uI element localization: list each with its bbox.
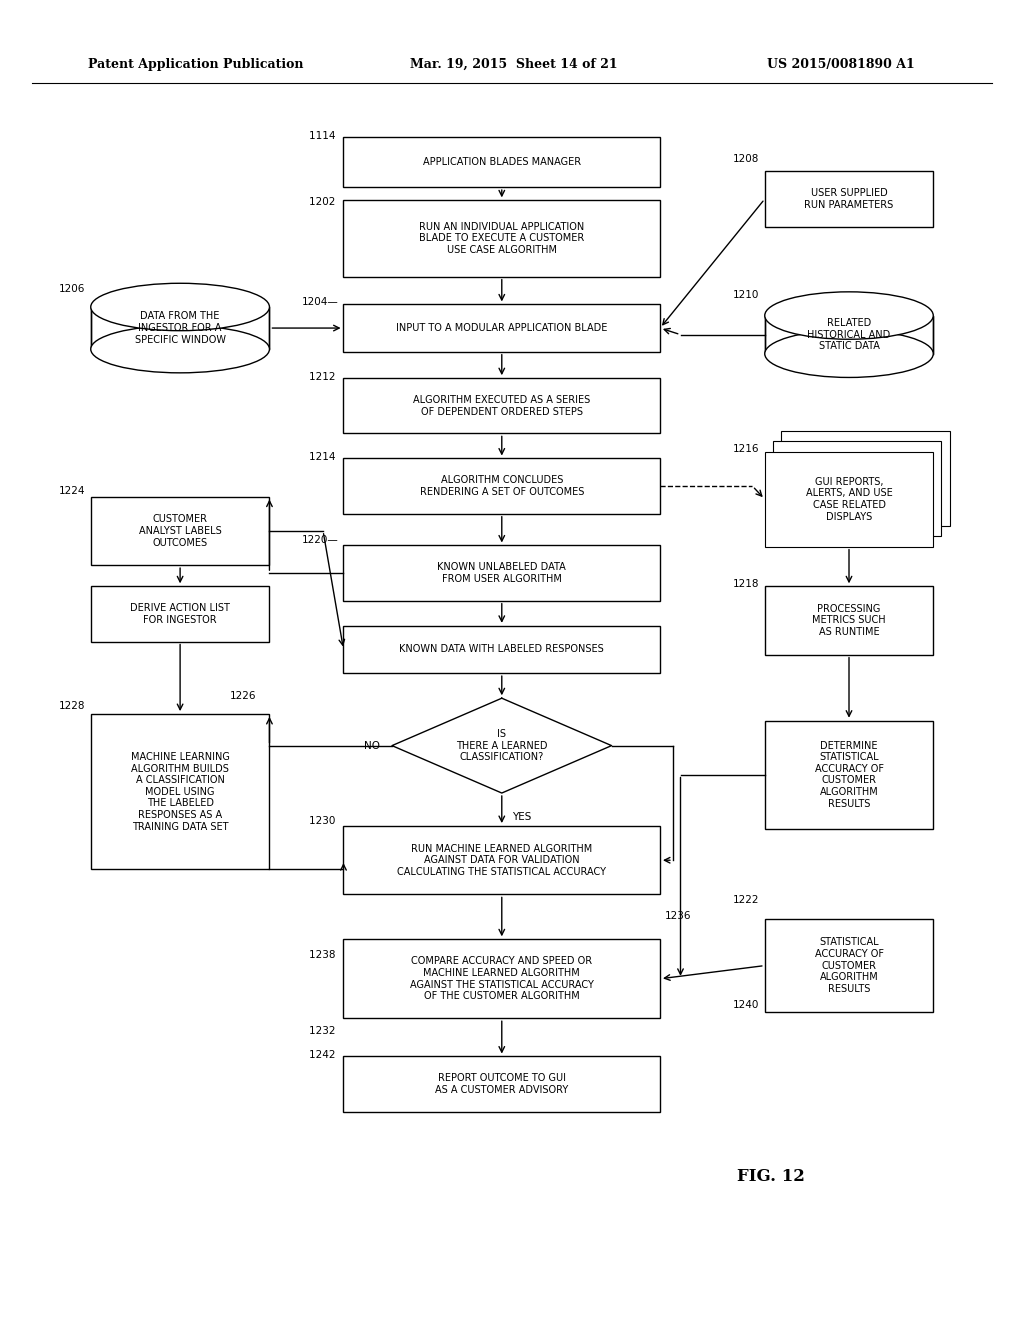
Text: RUN MACHINE LEARNED ALGORITHM
AGAINST DATA FOR VALIDATION
CALCULATING THE STATIS: RUN MACHINE LEARNED ALGORITHM AGAINST DA… bbox=[397, 843, 606, 876]
Text: 1208: 1208 bbox=[733, 154, 760, 165]
Text: 1212: 1212 bbox=[308, 372, 338, 381]
Polygon shape bbox=[392, 698, 611, 793]
FancyBboxPatch shape bbox=[343, 137, 660, 187]
Text: KNOWN UNLABELED DATA
FROM USER ALGORITHM: KNOWN UNLABELED DATA FROM USER ALGORITHM bbox=[437, 562, 566, 583]
FancyBboxPatch shape bbox=[343, 545, 660, 601]
Text: 1240: 1240 bbox=[733, 1001, 760, 1010]
Text: ALGORITHM EXECUTED AS A SERIES
OF DEPENDENT ORDERED STEPS: ALGORITHM EXECUTED AS A SERIES OF DEPEND… bbox=[413, 395, 591, 417]
FancyBboxPatch shape bbox=[343, 940, 660, 1018]
Text: MACHINE LEARNING
ALGORITHM BUILDS
A CLASSIFICATION
MODEL USING
THE LABELED
RESPO: MACHINE LEARNING ALGORITHM BUILDS A CLAS… bbox=[131, 752, 229, 832]
Text: 1214: 1214 bbox=[308, 453, 338, 462]
FancyBboxPatch shape bbox=[781, 430, 949, 525]
Text: USER SUPPLIED
RUN PARAMETERS: USER SUPPLIED RUN PARAMETERS bbox=[805, 189, 894, 210]
Text: DETERMINE
STATISTICAL
ACCURACY OF
CUSTOMER
ALGORITHM
RESULTS: DETERMINE STATISTICAL ACCURACY OF CUSTOM… bbox=[814, 741, 884, 809]
Text: DATA FROM THE
INGESTOR FOR A
SPECIFIC WINDOW: DATA FROM THE INGESTOR FOR A SPECIFIC WI… bbox=[134, 312, 225, 345]
FancyBboxPatch shape bbox=[343, 1056, 660, 1111]
FancyBboxPatch shape bbox=[765, 920, 933, 1011]
Text: 1236: 1236 bbox=[666, 911, 691, 920]
FancyBboxPatch shape bbox=[765, 586, 933, 655]
Text: NO: NO bbox=[364, 741, 380, 751]
FancyBboxPatch shape bbox=[765, 721, 933, 829]
Text: PROCESSING
METRICS SUCH
AS RUNTIME: PROCESSING METRICS SUCH AS RUNTIME bbox=[812, 603, 886, 638]
Ellipse shape bbox=[765, 330, 933, 378]
Text: FIG. 12: FIG. 12 bbox=[736, 1168, 805, 1185]
Text: APPLICATION BLADES MANAGER: APPLICATION BLADES MANAGER bbox=[423, 157, 581, 168]
Text: 1228: 1228 bbox=[59, 701, 86, 711]
Text: 1232: 1232 bbox=[308, 1027, 338, 1036]
Bar bbox=[91, 308, 269, 348]
Text: US 2015/0081890 A1: US 2015/0081890 A1 bbox=[767, 58, 915, 71]
FancyBboxPatch shape bbox=[343, 201, 660, 277]
FancyBboxPatch shape bbox=[343, 458, 660, 513]
Text: 1222: 1222 bbox=[733, 895, 760, 904]
Text: 1114: 1114 bbox=[308, 131, 338, 141]
Text: IS
THERE A LEARNED
CLASSIFICATION?: IS THERE A LEARNED CLASSIFICATION? bbox=[456, 729, 548, 762]
Text: 1220—: 1220— bbox=[302, 535, 338, 545]
Text: 1218: 1218 bbox=[733, 578, 760, 589]
Text: YES: YES bbox=[512, 812, 531, 822]
Text: 1224: 1224 bbox=[59, 486, 86, 496]
Text: CUSTOMER
ANALYST LABELS
OUTCOMES: CUSTOMER ANALYST LABELS OUTCOMES bbox=[138, 515, 221, 548]
FancyBboxPatch shape bbox=[91, 714, 269, 870]
Text: DERIVE ACTION LIST
FOR INGESTOR: DERIVE ACTION LIST FOR INGESTOR bbox=[130, 603, 230, 624]
Text: Patent Application Publication: Patent Application Publication bbox=[88, 58, 304, 71]
FancyBboxPatch shape bbox=[765, 451, 933, 546]
Text: INPUT TO A MODULAR APPLICATION BLADE: INPUT TO A MODULAR APPLICATION BLADE bbox=[396, 323, 607, 333]
Text: 1202: 1202 bbox=[309, 197, 338, 207]
FancyBboxPatch shape bbox=[773, 441, 941, 536]
Ellipse shape bbox=[91, 284, 269, 331]
FancyBboxPatch shape bbox=[343, 378, 660, 433]
Text: 1226: 1226 bbox=[230, 690, 257, 701]
FancyBboxPatch shape bbox=[343, 626, 660, 673]
Text: 1242: 1242 bbox=[308, 1051, 338, 1060]
Bar bbox=[765, 315, 933, 354]
FancyBboxPatch shape bbox=[91, 496, 269, 565]
Text: 1206: 1206 bbox=[59, 284, 86, 293]
Ellipse shape bbox=[765, 292, 933, 339]
Ellipse shape bbox=[91, 326, 269, 372]
Text: ALGORITHM CONCLUDES
RENDERING A SET OF OUTCOMES: ALGORITHM CONCLUDES RENDERING A SET OF O… bbox=[420, 475, 584, 496]
Text: REPORT OUTCOME TO GUI
AS A CUSTOMER ADVISORY: REPORT OUTCOME TO GUI AS A CUSTOMER ADVI… bbox=[435, 1073, 568, 1096]
FancyBboxPatch shape bbox=[343, 305, 660, 351]
Text: COMPARE ACCURACY AND SPEED OR
MACHINE LEARNED ALGORITHM
AGAINST THE STATISTICAL : COMPARE ACCURACY AND SPEED OR MACHINE LE… bbox=[410, 957, 594, 1001]
Text: RELATED
HISTORICAL AND
STATIC DATA: RELATED HISTORICAL AND STATIC DATA bbox=[807, 318, 891, 351]
Text: KNOWN DATA WITH LABELED RESPONSES: KNOWN DATA WITH LABELED RESPONSES bbox=[399, 644, 604, 655]
Text: Mar. 19, 2015  Sheet 14 of 21: Mar. 19, 2015 Sheet 14 of 21 bbox=[410, 58, 617, 71]
Text: 1230: 1230 bbox=[309, 816, 338, 826]
Text: 1216: 1216 bbox=[733, 445, 760, 454]
Text: STATISTICAL
ACCURACY OF
CUSTOMER
ALGORITHM
RESULTS: STATISTICAL ACCURACY OF CUSTOMER ALGORIT… bbox=[814, 937, 884, 994]
FancyBboxPatch shape bbox=[91, 586, 269, 642]
Text: GUI REPORTS,
ALERTS, AND USE
CASE RELATED
DISPLAYS: GUI REPORTS, ALERTS, AND USE CASE RELATE… bbox=[806, 477, 892, 521]
Text: 1238: 1238 bbox=[308, 950, 338, 960]
Text: 1210: 1210 bbox=[733, 290, 760, 300]
FancyBboxPatch shape bbox=[765, 172, 933, 227]
FancyBboxPatch shape bbox=[343, 826, 660, 895]
Text: 1204—: 1204— bbox=[302, 297, 338, 306]
Text: RUN AN INDIVIDUAL APPLICATION
BLADE TO EXECUTE A CUSTOMER
USE CASE ALGORITHM: RUN AN INDIVIDUAL APPLICATION BLADE TO E… bbox=[419, 222, 585, 255]
